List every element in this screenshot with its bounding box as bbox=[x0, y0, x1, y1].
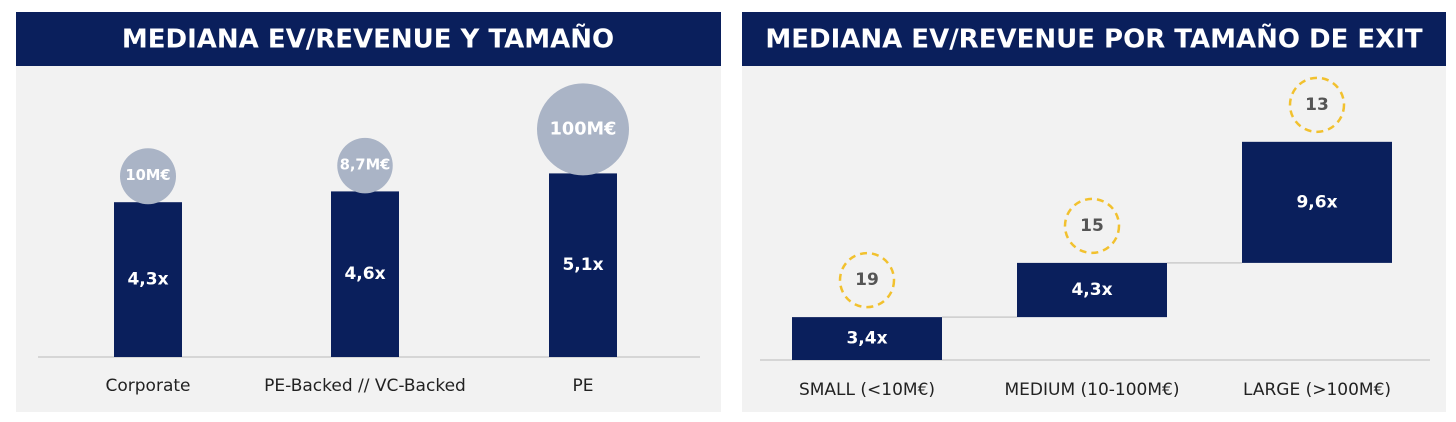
bubble bbox=[337, 137, 393, 194]
value-label: 3,4x bbox=[846, 329, 887, 349]
bubble-label: 8,7M€ bbox=[340, 157, 391, 174]
panel-header bbox=[742, 12, 1446, 66]
bar bbox=[792, 317, 942, 360]
bubble-label: 100M€ bbox=[550, 119, 617, 139]
bar bbox=[1017, 262, 1167, 318]
x-tick-label: SMALL (<10M€) bbox=[799, 380, 935, 400]
x-tick-label: PE bbox=[573, 376, 594, 396]
value-label: 9,6x bbox=[1296, 192, 1337, 212]
count-label: 15 bbox=[1080, 216, 1104, 236]
bubble bbox=[120, 148, 176, 205]
chart-title: MEDIANA EV/REVENUE Y TAMAÑO bbox=[122, 23, 614, 55]
panel-header bbox=[16, 12, 721, 66]
value-label: 4,6x bbox=[344, 264, 385, 284]
count-label: 13 bbox=[1305, 95, 1329, 115]
chart-title: MEDIANA EV/REVENUE POR TAMAÑO DE EXIT bbox=[765, 23, 1423, 55]
value-label: 5,1x bbox=[562, 255, 603, 275]
x-tick-label: LARGE (>100M€) bbox=[1243, 380, 1391, 400]
value-label: 4,3x bbox=[1071, 280, 1112, 300]
count-label: 19 bbox=[855, 270, 879, 290]
count-circle bbox=[838, 251, 896, 309]
count-circle bbox=[1288, 76, 1346, 134]
bar bbox=[549, 173, 617, 357]
x-tick-label: Corporate bbox=[106, 376, 191, 396]
x-tick-label: MEDIUM (10-100M€) bbox=[1005, 380, 1180, 400]
bar bbox=[331, 191, 399, 357]
x-tick-label: PE-Backed // VC-Backed bbox=[264, 376, 466, 396]
bubble-label: 10M€ bbox=[125, 167, 170, 184]
bar bbox=[1242, 141, 1392, 263]
bar bbox=[114, 202, 182, 357]
count-circle bbox=[1063, 197, 1121, 255]
bubble bbox=[537, 83, 629, 176]
value-label: 4,3x bbox=[127, 270, 168, 290]
